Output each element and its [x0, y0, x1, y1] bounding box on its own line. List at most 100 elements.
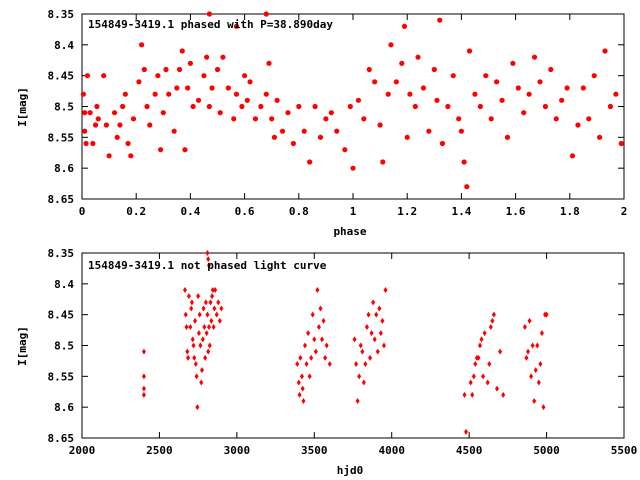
phased-points — [80, 11, 624, 190]
data-point — [130, 116, 137, 122]
data-point — [312, 336, 317, 343]
data-point — [92, 122, 99, 128]
data-point — [470, 391, 475, 398]
unphased-light-curve-chart: 2000 2500 3000 3500 4000 4500 5000 5500 8.35 8.4 8… — [16, 247, 637, 477]
data-point — [381, 342, 386, 349]
data-point — [95, 116, 101, 122]
data-point — [213, 287, 218, 293]
data-point — [90, 140, 96, 147]
data-point — [525, 348, 530, 355]
data-point — [472, 91, 478, 97]
data-point — [342, 147, 348, 153]
x-tick-label: 0.8 — [289, 205, 309, 218]
data-point — [334, 128, 340, 134]
data-point — [479, 336, 484, 343]
data-point — [160, 110, 166, 116]
data-point — [209, 317, 214, 324]
data-point — [407, 91, 413, 97]
data-point — [185, 348, 190, 355]
y-tick-label: 8.65 — [48, 193, 75, 206]
phased-plot-frame — [81, 13, 625, 200]
x-tick-label: 1.6 — [506, 205, 526, 218]
phased-chart-title: 154849-3419.1 phased with P=38.890day — [88, 18, 333, 31]
y-tick-label: 8.45 — [48, 70, 75, 83]
data-point — [371, 299, 376, 306]
data-point — [83, 140, 89, 147]
data-point — [205, 311, 210, 318]
data-point — [80, 91, 86, 97]
data-point — [187, 60, 193, 66]
data-point — [378, 330, 383, 337]
data-point — [510, 60, 516, 66]
data-point — [476, 354, 481, 361]
data-point — [607, 103, 614, 110]
data-point — [569, 153, 576, 159]
data-point — [103, 122, 109, 128]
data-point — [299, 373, 304, 380]
data-point — [120, 103, 126, 110]
data-point — [101, 73, 107, 79]
data-point — [220, 54, 226, 60]
data-point — [434, 97, 440, 103]
phased-y-axis-label: I[mag] — [16, 87, 29, 127]
data-point — [536, 379, 541, 386]
data-point — [380, 317, 385, 324]
data-point — [320, 336, 325, 343]
y-tick-label: 8.6 — [54, 162, 74, 175]
x-tick-label: 2 — [621, 205, 628, 218]
data-point — [205, 250, 210, 256]
data-point — [233, 91, 240, 97]
y-tick-label: 8.6 — [54, 401, 74, 414]
phased-light-curve-chart: 0 0.2 0.4 0.6 0.8 1 1.2 1.4 1.6 1.8 2 8.35 8.4 8.45 8.… — [16, 8, 627, 238]
data-point — [553, 116, 559, 122]
data-point — [163, 66, 169, 73]
data-point — [529, 373, 534, 380]
data-point — [200, 336, 205, 343]
data-point — [364, 324, 369, 330]
data-point — [483, 73, 489, 79]
data-point — [266, 60, 272, 66]
data-point — [352, 336, 357, 343]
x-tick-label: 1 — [350, 205, 357, 218]
unphased-plot-frame — [81, 252, 625, 439]
data-point — [217, 110, 223, 116]
y-tick-label: 8.5 — [54, 101, 74, 114]
data-point — [372, 79, 378, 85]
data-point — [182, 287, 187, 293]
data-point — [152, 91, 158, 97]
data-point — [206, 256, 211, 263]
data-point — [306, 330, 311, 337]
data-point — [374, 311, 379, 318]
data-point — [380, 159, 386, 165]
unphased-y-axis-label: I[mag] — [16, 326, 29, 366]
data-point — [233, 23, 240, 29]
data-point — [141, 66, 147, 73]
data-point — [360, 348, 365, 355]
data-point — [477, 103, 483, 110]
data-point — [494, 79, 500, 85]
data-point — [185, 85, 191, 91]
data-point — [94, 103, 100, 110]
unphased-ticks: 2000 2500 3000 3500 4000 4500 5000 5500 8.35 8.4 8… — [48, 247, 638, 457]
data-point — [141, 385, 146, 392]
data-point — [431, 66, 437, 73]
data-point — [147, 122, 153, 128]
data-point — [82, 110, 88, 116]
data-point — [437, 17, 443, 23]
x-tick-label: 2500 — [146, 444, 173, 457]
data-point — [368, 354, 373, 361]
data-point — [239, 103, 245, 110]
data-point — [399, 60, 405, 66]
data-point — [144, 103, 150, 110]
y-tick-label: 8.45 — [48, 309, 75, 322]
data-point — [201, 73, 207, 79]
data-point — [258, 103, 264, 110]
data-point — [136, 79, 142, 85]
data-point — [304, 361, 309, 367]
data-point — [206, 11, 212, 17]
data-point — [328, 110, 334, 116]
data-point — [307, 159, 313, 165]
data-point — [197, 311, 202, 318]
data-point — [125, 140, 131, 147]
